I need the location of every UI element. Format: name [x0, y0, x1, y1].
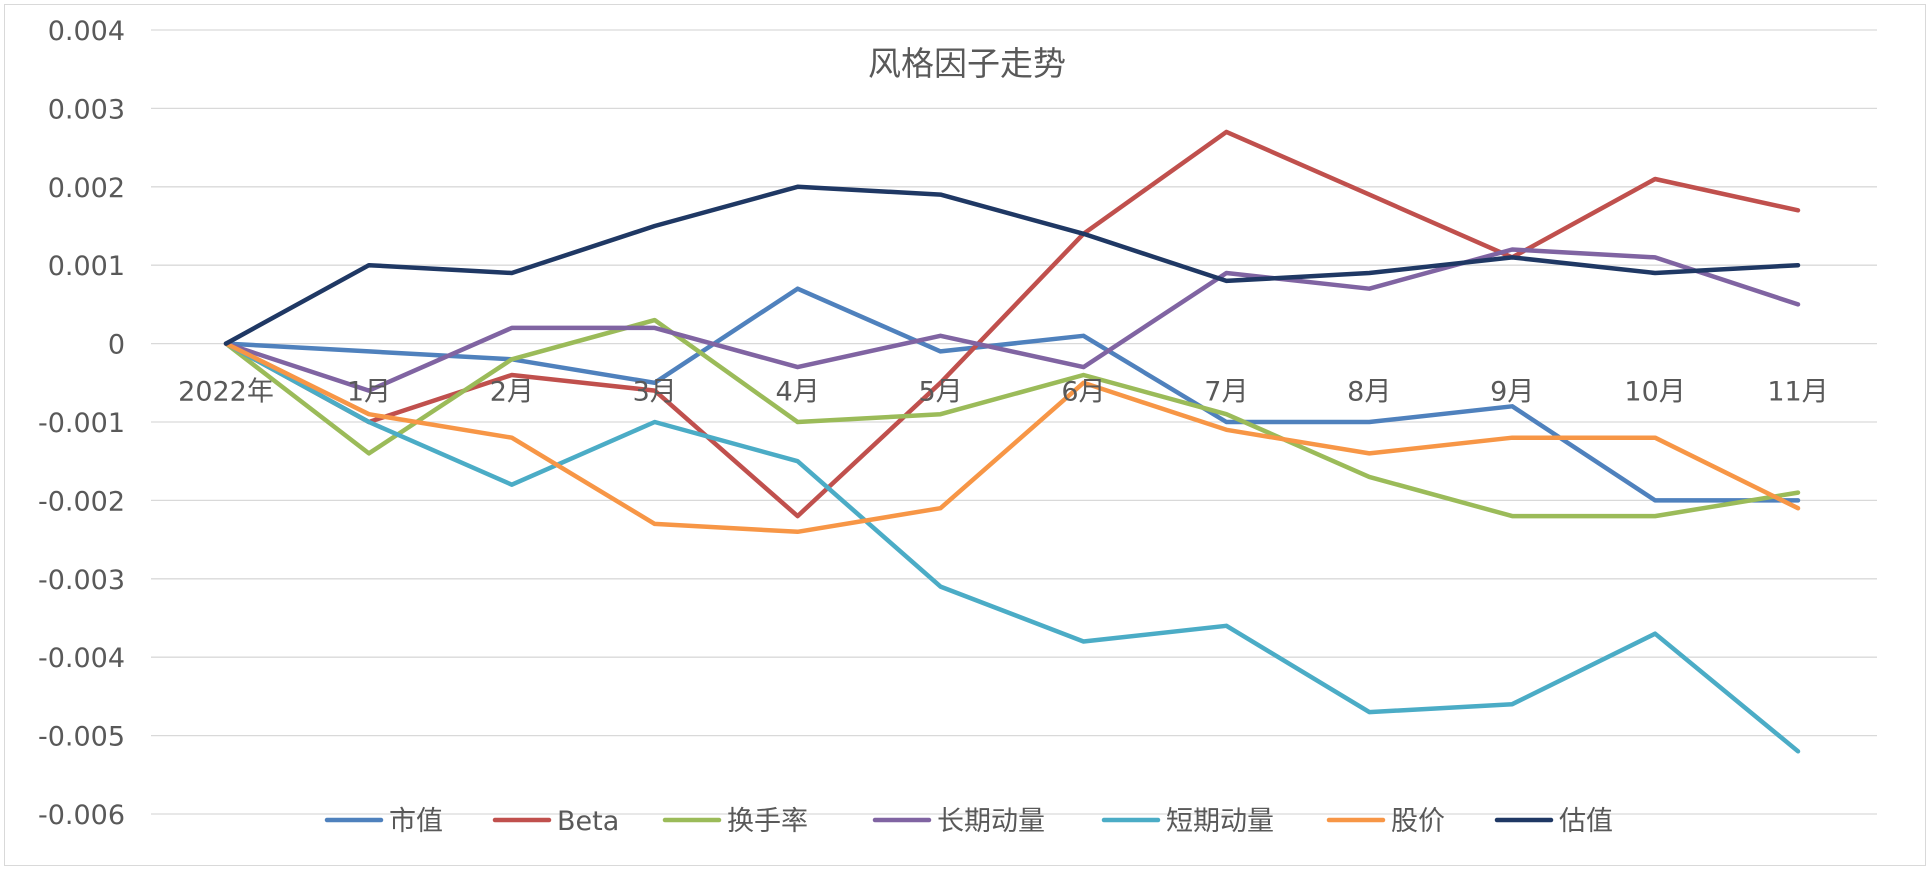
legend-label: 市值: [389, 806, 443, 837]
y-tick-label: 0.004: [48, 16, 125, 47]
legend-label: Beta: [557, 806, 619, 837]
y-tick-label: 0: [108, 330, 125, 361]
x-tick-label: 6月: [1061, 377, 1105, 408]
chart-frame: 0.004 0.003 0.002 0.001 0 -0.001 -0.002 -0.003 -…: [4, 4, 1926, 866]
legend-label: 长期动量: [937, 806, 1045, 837]
x-tick-label: 1月: [347, 377, 391, 408]
x-tick-label: 3月: [633, 377, 677, 408]
y-tick-label: -0.002: [38, 486, 125, 517]
x-tick-label: 7月: [1204, 377, 1248, 408]
x-tick-label: 5月: [918, 377, 962, 408]
x-tick-label: 2022年: [178, 377, 274, 408]
x-tick-label: 11月: [1767, 377, 1828, 408]
y-tick-label: -0.006: [38, 800, 125, 831]
legend-label: 换手率: [727, 806, 808, 837]
y-tick-label: 0.003: [48, 94, 125, 125]
y-tick-label: -0.003: [38, 565, 125, 596]
y-tick-label: -0.004: [38, 643, 125, 674]
x-axis-ticks: 2022年 1月 2月 3月 4月 5月 6月 7月 8月 9月 10月 11月: [178, 377, 1829, 408]
series-line: [223, 341, 1801, 535]
series-line: [223, 247, 1801, 393]
series-line: [223, 341, 1801, 754]
y-axis-ticks: 0.004 0.003 0.002 0.001 0 -0.001 -0.002 -0.003 -…: [38, 16, 125, 831]
y-tick-label: 0.001: [48, 251, 125, 282]
x-tick-label: 8月: [1347, 377, 1391, 408]
legend-label: 短期动量: [1166, 806, 1274, 837]
x-tick-label: 9月: [1490, 377, 1534, 408]
legend-label: 估值: [1559, 806, 1613, 837]
series-line: [223, 286, 1801, 503]
x-tick-label: 4月: [776, 377, 820, 408]
x-tick-label: 2月: [490, 377, 534, 408]
legend-label: 股价: [1391, 806, 1445, 837]
series-lines: [223, 129, 1801, 754]
y-tick-label: -0.001: [38, 408, 125, 439]
chart-title: 风格因子走势: [868, 44, 1066, 83]
line-chart: 0.004 0.003 0.002 0.001 0 -0.001 -0.002 -0.003 -…: [38, 16, 1877, 837]
legend: 市值 Beta 换手率 长期动量 短期动量 股价 估值: [324, 806, 1613, 837]
series-line: [223, 184, 1801, 346]
x-tick-label: 10月: [1624, 377, 1685, 408]
y-tick-label: -0.005: [38, 722, 125, 753]
series-line: [223, 129, 1801, 519]
y-tick-label: 0.002: [48, 173, 125, 204]
series-line: [223, 317, 1801, 519]
